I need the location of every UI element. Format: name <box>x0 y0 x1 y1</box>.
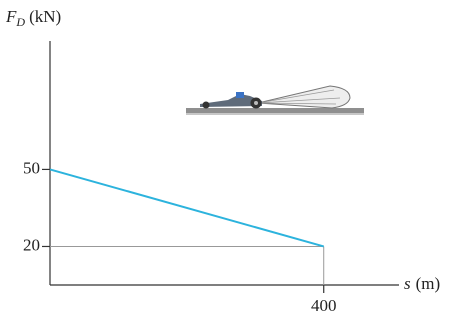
y-axis-label: FD (kN) <box>5 7 61 29</box>
dragster-illustration <box>186 85 364 115</box>
y-label-unit: (kN) <box>29 7 61 26</box>
x-tick-label: 400 <box>311 296 337 315</box>
y-label-subscript: D <box>15 15 25 29</box>
y-tick-label: 50 <box>23 158 40 177</box>
x-axis-label: s (m) <box>404 274 440 293</box>
x-label-unit: (m) <box>416 274 441 293</box>
data-line <box>49 168 324 248</box>
y-label-symbol: F <box>5 7 17 26</box>
y-tick-label: 20 <box>23 235 40 254</box>
x-label-symbol: s <box>404 274 411 293</box>
